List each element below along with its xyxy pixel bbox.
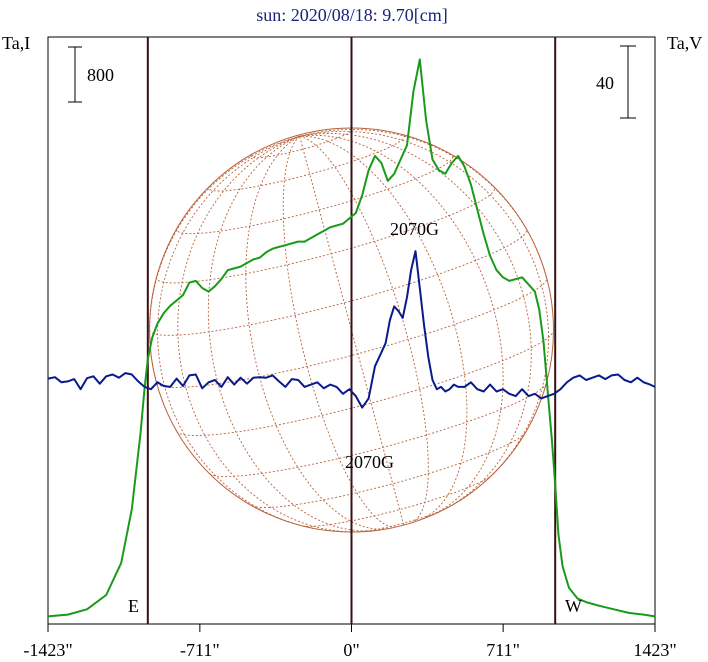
meridian-line xyxy=(282,135,396,528)
right-scale-label: 40 xyxy=(596,73,614,93)
left-scale-bar xyxy=(68,46,82,103)
parallel-line xyxy=(149,229,528,336)
x-tick-label: 711" xyxy=(486,640,520,660)
x-tick-label: 1423" xyxy=(633,640,676,660)
upper-annotation: 2070G xyxy=(390,219,439,239)
intensity-curve xyxy=(47,58,656,618)
meridian-line xyxy=(299,135,468,521)
solar-disk xyxy=(149,127,554,533)
right-scale-bar xyxy=(620,45,636,119)
parallel-line xyxy=(156,187,496,284)
meridian-line xyxy=(299,136,405,526)
parallel-line xyxy=(156,278,548,388)
meridian-line xyxy=(177,135,359,533)
meridian-line xyxy=(299,134,504,516)
east-label: E xyxy=(128,596,139,616)
meridian-line xyxy=(299,135,429,524)
chart-title: sun: 2020/08/18: 9.70[cm] xyxy=(256,5,448,25)
x-tick-label: 0" xyxy=(343,640,359,660)
lower-annotation: 2070G xyxy=(345,452,394,472)
parallel-line xyxy=(250,128,353,159)
parallel-line xyxy=(358,507,448,533)
parallel-line xyxy=(208,134,405,192)
parallel-line xyxy=(302,474,493,527)
parallel-line xyxy=(252,433,526,508)
polarization-curve xyxy=(47,250,656,409)
parallel-line xyxy=(209,384,547,478)
x-tick-label: -1423" xyxy=(23,640,72,660)
west-label: W xyxy=(565,596,582,616)
left-axis-label: Ta,I xyxy=(2,33,30,53)
limb-lines xyxy=(146,37,557,624)
meridian-line xyxy=(207,135,375,532)
left-scale-label: 800 xyxy=(87,65,114,85)
meridian-line xyxy=(157,135,314,529)
right-axis-label: Ta,V xyxy=(667,33,702,53)
meridian-line xyxy=(299,128,548,278)
parallel-line xyxy=(176,154,454,235)
x-tick-label: -711" xyxy=(180,640,220,660)
x-axis: -1423" -711" 0" 711" 1423" xyxy=(23,624,677,660)
meridian-line xyxy=(299,133,532,509)
meridian-line xyxy=(299,130,550,483)
